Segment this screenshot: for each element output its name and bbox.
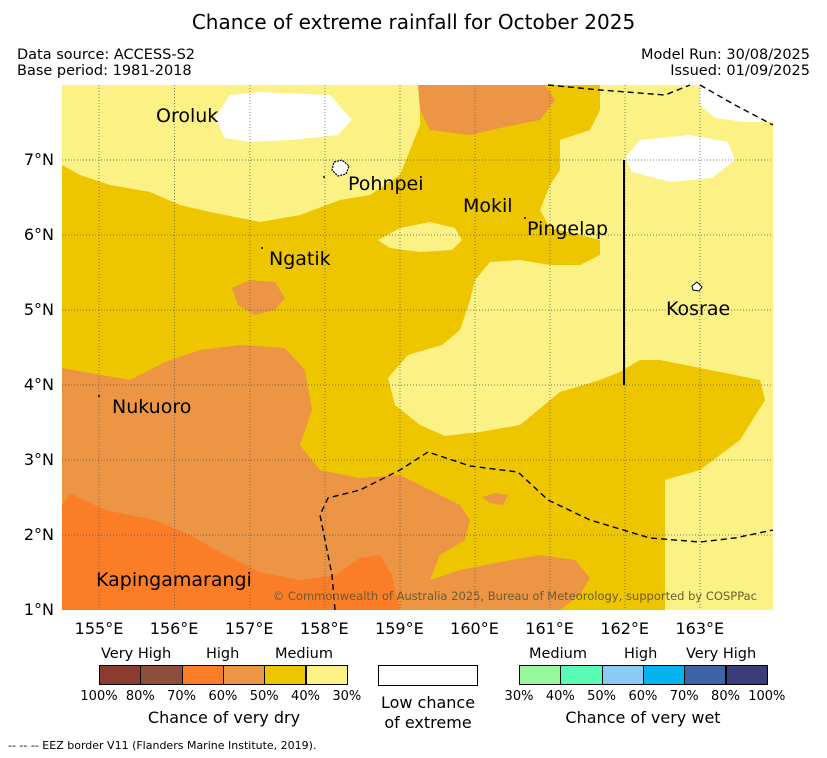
label-pingelap: Pingelap (527, 218, 608, 240)
legend-pct-label: 30% (504, 689, 534, 704)
label-nukuoro: Nukuoro (112, 396, 191, 418)
legend-swatch (99, 665, 142, 685)
legend-swatch (140, 665, 183, 685)
legend-low-caption: Low chance of extreme (360, 693, 496, 733)
pohnpei-dot (323, 176, 325, 178)
region-30pct-patch (378, 222, 462, 252)
region-50pct-ngatik (232, 280, 285, 315)
legend-low-line1: Low chance (380, 693, 476, 712)
lon-tick-label: 162°E (600, 619, 649, 638)
legend-swatch (725, 665, 768, 685)
lat-tick-label: 4°N (24, 375, 54, 394)
region-low-oroluk (215, 92, 352, 142)
legend-swatch (264, 665, 307, 685)
meta-left: Data source: ACCESS-S2 Base period: 1981… (17, 47, 195, 79)
region-30pct-east (388, 85, 773, 610)
legend-swatch (560, 665, 603, 685)
eez-border-note: -- -- -- EEZ border V11 (Flanders Marine… (8, 739, 317, 752)
lat-tick-label: 2°N (24, 525, 54, 544)
legend-pct-label: 60% (628, 689, 658, 704)
legend-pct-label: 100% (80, 689, 118, 704)
pingelap-dot (524, 217, 526, 219)
legend-pct-label: 70% (669, 689, 699, 704)
map-field (62, 85, 773, 610)
label-kosrae: Kosrae (666, 298, 730, 320)
legend-pct-label: 30% (332, 689, 362, 704)
data-source: Data source: ACCESS-S2 (17, 47, 196, 63)
legend-wet-high: High (624, 646, 658, 662)
legend-swatch (305, 665, 348, 685)
legend-pct-label: 50% (249, 689, 279, 704)
lon-tick-label: 155°E (75, 619, 124, 638)
legend-dry-caption: Chance of very dry (147, 708, 301, 727)
label-pohnpei: Pohnpei (348, 173, 424, 195)
label-kapingamarangi: Kapingamarangi (96, 569, 252, 591)
issued-date: Issued: 01/09/2025 (670, 63, 810, 79)
legend-pct-label: 80% (125, 689, 155, 704)
legend-swatch (601, 665, 644, 685)
pohnpei-island (331, 159, 350, 177)
legend-low-line2: of extreme (384, 713, 472, 732)
region-60pct-south (62, 493, 400, 610)
lat-tick-label: 3°N (24, 450, 54, 469)
lon-tick-label: 157°E (225, 619, 274, 638)
legend-pct-label: 40% (545, 689, 575, 704)
legend-wet-caption: Chance of very wet (565, 708, 721, 727)
legend-dry-medium: Medium (275, 646, 333, 662)
lat-tick-label: 7°N (24, 150, 54, 169)
legend-pct-label: 50% (587, 689, 617, 704)
region-50pct-north (418, 85, 555, 135)
lon-tick-label: 161°E (525, 619, 574, 638)
lon-tick-label: 158°E (300, 619, 349, 638)
legend-swatch (684, 665, 727, 685)
legend-swatch (642, 665, 686, 685)
legend-wet-medium: Medium (529, 646, 587, 662)
lon-tick-label: 156°E (150, 619, 199, 638)
legend-pct-label: 60% (208, 689, 238, 704)
copyright-note: © Commonwealth of Australia 2025, Bureau… (273, 589, 757, 603)
legend-swatch (222, 665, 266, 685)
lat-tick-label: 6°N (24, 225, 54, 244)
model-run: Model Run: 30/08/2025 (640, 47, 810, 63)
label-ngatik: Ngatik (269, 248, 331, 270)
legend-swatch (181, 665, 224, 685)
legend-pct-label: 40% (291, 689, 320, 704)
legend-low-swatch (378, 665, 478, 686)
legend-dry-high: High (206, 646, 240, 662)
lon-tick-label: 159°E (375, 619, 424, 638)
meta-right: Model Run: 30/08/2025 Issued: 01/09/2025 (641, 47, 810, 79)
legend-wet-veryhigh: Very High (686, 646, 757, 662)
label-oroluk: Oroluk (156, 105, 218, 127)
legend-pct-label: 70% (167, 689, 197, 704)
label-mokil: Mokil (463, 195, 513, 217)
legend-pct-label: 80% (711, 689, 740, 704)
lat-tick-label: 5°N (24, 300, 54, 319)
legend-swatch (519, 665, 562, 685)
map-title: Chance of extreme rainfall for October 2… (191, 10, 636, 34)
region-low-northeast (700, 85, 773, 122)
legend-pct-label: 100% (748, 689, 786, 704)
kosrae-island (691, 281, 703, 292)
region-50pct-speck (482, 493, 508, 505)
ngatik-dot (261, 247, 263, 249)
lon-tick-label: 163°E (675, 619, 724, 638)
lon-tick-label: 160°E (450, 619, 499, 638)
eez-borders (319, 84, 774, 611)
region-low-east (625, 135, 735, 182)
nukuoro-dot (98, 395, 100, 397)
legend-dry-veryhigh: Very High (101, 646, 172, 662)
base-period: Base period: 1981-2018 (17, 63, 192, 79)
lat-tick-label: 1°N (24, 600, 54, 619)
